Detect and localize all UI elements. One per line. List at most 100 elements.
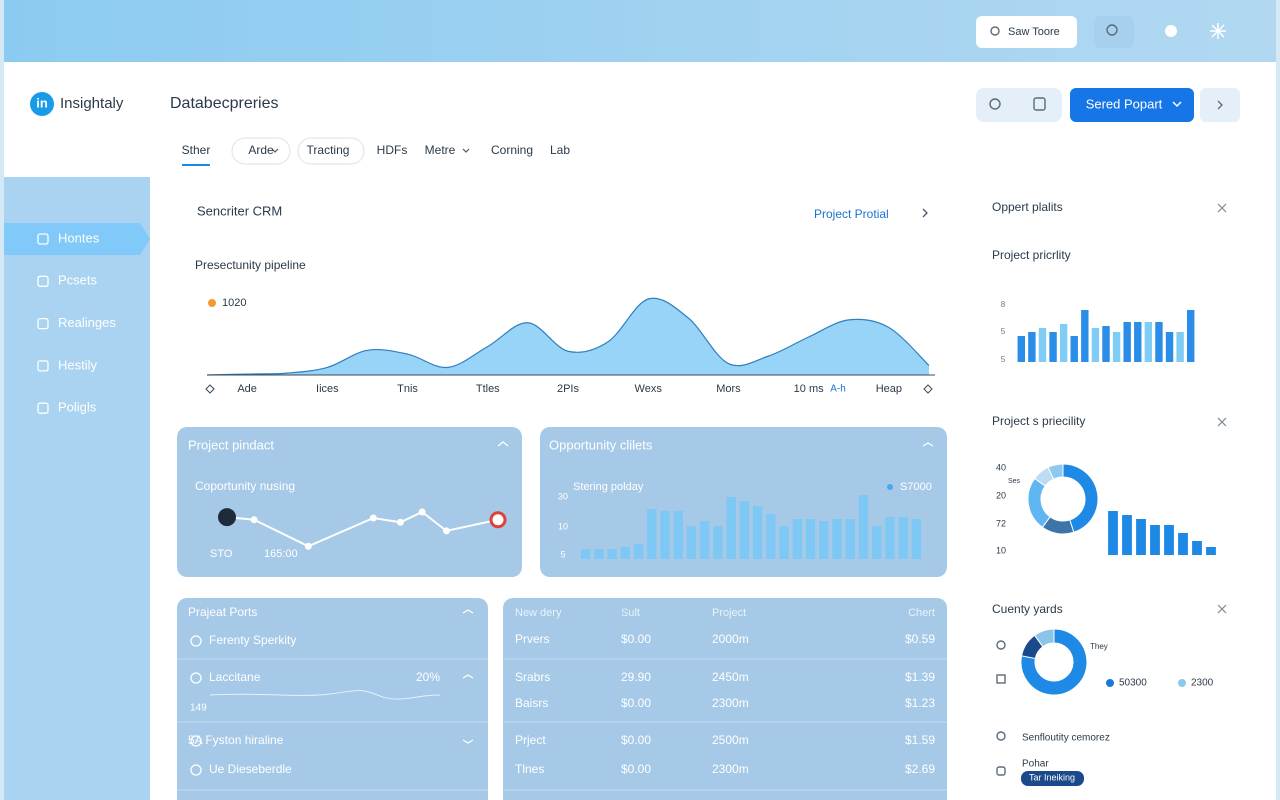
nav-icon bbox=[37, 317, 49, 330]
axis-label: 10 bbox=[558, 521, 568, 531]
table-cell: 2300m bbox=[712, 762, 749, 776]
table-cell: 2300m bbox=[712, 696, 749, 710]
nav-item[interactable]: Poligls bbox=[58, 400, 97, 415]
nav-item[interactable]: Realinges bbox=[58, 315, 116, 330]
axis-label: 5 bbox=[1001, 327, 1006, 336]
panel-link[interactable]: Project Protial bbox=[814, 207, 889, 221]
table-cell: $1.59 bbox=[905, 733, 935, 747]
nav-icon bbox=[37, 402, 49, 414]
bar bbox=[766, 514, 776, 559]
legend-dot bbox=[208, 299, 216, 307]
chart-title: Project pricrlity bbox=[992, 248, 1071, 262]
x-tick-label: Heap bbox=[876, 383, 902, 395]
search-box[interactable] bbox=[976, 16, 1077, 48]
x-tick-label: Mors bbox=[716, 383, 741, 395]
primary-button-label: Sered Popart bbox=[1086, 96, 1163, 111]
area bbox=[207, 298, 929, 375]
tab-pill bbox=[297, 137, 365, 165]
x-tick-label: Wexs bbox=[635, 383, 663, 395]
bar bbox=[1150, 525, 1160, 555]
x-tick-label: 10 ms bbox=[794, 383, 824, 395]
legend-label: 1020 bbox=[222, 297, 246, 309]
axis-label: 20 bbox=[996, 490, 1006, 500]
bar bbox=[805, 519, 816, 559]
chart-title: Project pindact bbox=[188, 437, 274, 452]
legend-dot bbox=[1178, 679, 1186, 687]
row-icon bbox=[190, 635, 202, 647]
bar bbox=[1070, 336, 1078, 362]
badge bbox=[1021, 771, 1084, 786]
search-button[interactable] bbox=[1094, 16, 1134, 48]
bar bbox=[1091, 328, 1100, 362]
tab[interactable]: Arde bbox=[248, 143, 274, 157]
bar bbox=[1059, 324, 1068, 362]
point bbox=[304, 542, 312, 550]
bar bbox=[1165, 332, 1174, 362]
badge-text: Tar Ineiking bbox=[1029, 772, 1075, 782]
bar bbox=[1028, 332, 1036, 362]
close-icon[interactable] bbox=[1217, 203, 1227, 614]
row-value: 20% bbox=[416, 670, 440, 684]
toolbar-group bbox=[976, 88, 1062, 122]
donut-label: Ses bbox=[1008, 478, 1021, 485]
notification-icon[interactable] bbox=[1165, 25, 1177, 37]
card bbox=[177, 598, 488, 800]
chevron bbox=[1172, 101, 1182, 108]
x-tick-label: 2PIs bbox=[557, 383, 580, 395]
table-header: New dery bbox=[515, 607, 562, 619]
nav-item[interactable]: Pcsets bbox=[58, 273, 98, 288]
tab[interactable]: HDFs bbox=[377, 143, 408, 157]
tab-chevron bbox=[271, 148, 470, 153]
bar bbox=[1049, 332, 1057, 362]
panel-title: Sencriter CRM bbox=[197, 203, 282, 218]
axis-label: 72 bbox=[996, 518, 1006, 528]
search-icon[interactable] bbox=[989, 98, 1001, 110]
tab[interactable]: Sther bbox=[182, 143, 211, 157]
card-subtitle: Coportunity nusing bbox=[195, 479, 295, 493]
bar bbox=[1134, 322, 1142, 362]
card-caret[interactable] bbox=[462, 441, 934, 744]
axis-label: 5 bbox=[560, 549, 565, 559]
donut-segment bbox=[1020, 628, 1088, 696]
logo bbox=[30, 92, 54, 116]
table-cell: 29.90 bbox=[621, 670, 651, 684]
bar bbox=[1102, 326, 1110, 362]
axis-label: 40 bbox=[996, 462, 1006, 472]
tab[interactable]: Corning bbox=[491, 143, 533, 157]
settings-icon[interactable] bbox=[1210, 23, 1226, 39]
bar bbox=[1187, 310, 1195, 362]
tab[interactable]: Tracting bbox=[307, 143, 350, 157]
tab[interactable]: Metre bbox=[425, 143, 456, 157]
nav-item[interactable]: Hontes bbox=[58, 230, 100, 245]
chart-title: Project s priecility bbox=[992, 414, 1085, 428]
right-panel-title: Oppert plalits bbox=[992, 200, 1063, 214]
nav-icon bbox=[37, 275, 49, 287]
nav-icon bbox=[37, 360, 49, 372]
home-icon[interactable] bbox=[1033, 97, 1046, 111]
table-cell: Srabrs bbox=[515, 670, 550, 684]
icon bbox=[996, 731, 1006, 741]
row-icon bbox=[190, 672, 202, 684]
table-cell: $1.39 bbox=[905, 670, 935, 684]
table-cell: Baisrs bbox=[515, 696, 548, 710]
primary-button[interactable] bbox=[1070, 88, 1194, 122]
bar bbox=[845, 519, 855, 559]
bar bbox=[1206, 547, 1216, 555]
area-line bbox=[206, 297, 930, 376]
bar bbox=[792, 519, 802, 559]
search-icon bbox=[990, 26, 1000, 36]
donut-segment bbox=[1062, 463, 1099, 533]
chart-title: Opportunity clilets bbox=[549, 437, 653, 452]
chevron[interactable] bbox=[922, 208, 928, 218]
table-cell: 2500m bbox=[712, 733, 749, 747]
bar bbox=[1112, 332, 1121, 362]
bar bbox=[660, 511, 670, 559]
bar bbox=[1164, 525, 1174, 555]
bar bbox=[872, 526, 882, 559]
tab[interactable]: Lab bbox=[550, 143, 570, 157]
brand-name: Insightaly bbox=[60, 95, 124, 112]
nav-item[interactable]: Hestily bbox=[58, 357, 98, 372]
next-button[interactable] bbox=[1200, 88, 1240, 122]
point bbox=[418, 508, 426, 516]
